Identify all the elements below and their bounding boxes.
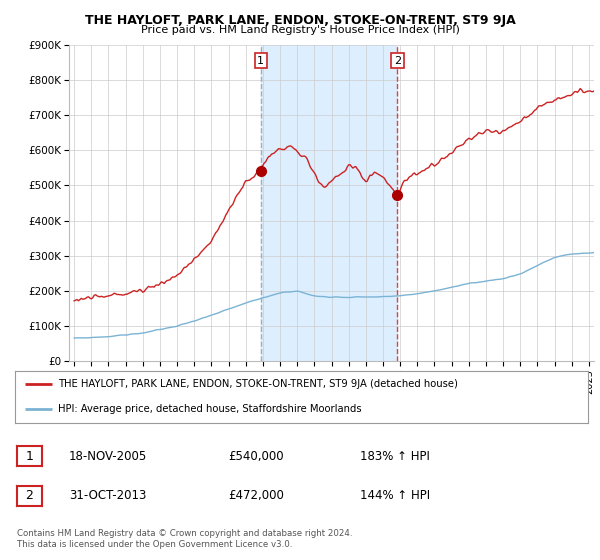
Text: £472,000: £472,000 <box>228 489 284 502</box>
Text: 2: 2 <box>25 489 34 502</box>
Text: HPI: Average price, detached house, Staffordshire Moorlands: HPI: Average price, detached house, Staf… <box>58 404 362 414</box>
Text: 31-OCT-2013: 31-OCT-2013 <box>69 489 146 502</box>
Text: 2: 2 <box>394 55 401 66</box>
Text: Price paid vs. HM Land Registry's House Price Index (HPI): Price paid vs. HM Land Registry's House … <box>140 25 460 35</box>
Text: 144% ↑ HPI: 144% ↑ HPI <box>360 489 430 502</box>
Text: 18-NOV-2005: 18-NOV-2005 <box>69 450 147 463</box>
Bar <box>261 45 397 361</box>
Text: 183% ↑ HPI: 183% ↑ HPI <box>360 450 430 463</box>
Text: £540,000: £540,000 <box>228 450 284 463</box>
Text: Contains HM Land Registry data © Crown copyright and database right 2024.
This d: Contains HM Land Registry data © Crown c… <box>17 529 352 549</box>
Text: THE HAYLOFT, PARK LANE, ENDON, STOKE-ON-TRENT, ST9 9JA: THE HAYLOFT, PARK LANE, ENDON, STOKE-ON-… <box>85 14 515 27</box>
Text: 1: 1 <box>25 450 34 463</box>
Text: 1: 1 <box>257 55 265 66</box>
Text: THE HAYLOFT, PARK LANE, ENDON, STOKE-ON-TRENT, ST9 9JA (detached house): THE HAYLOFT, PARK LANE, ENDON, STOKE-ON-… <box>58 379 458 389</box>
